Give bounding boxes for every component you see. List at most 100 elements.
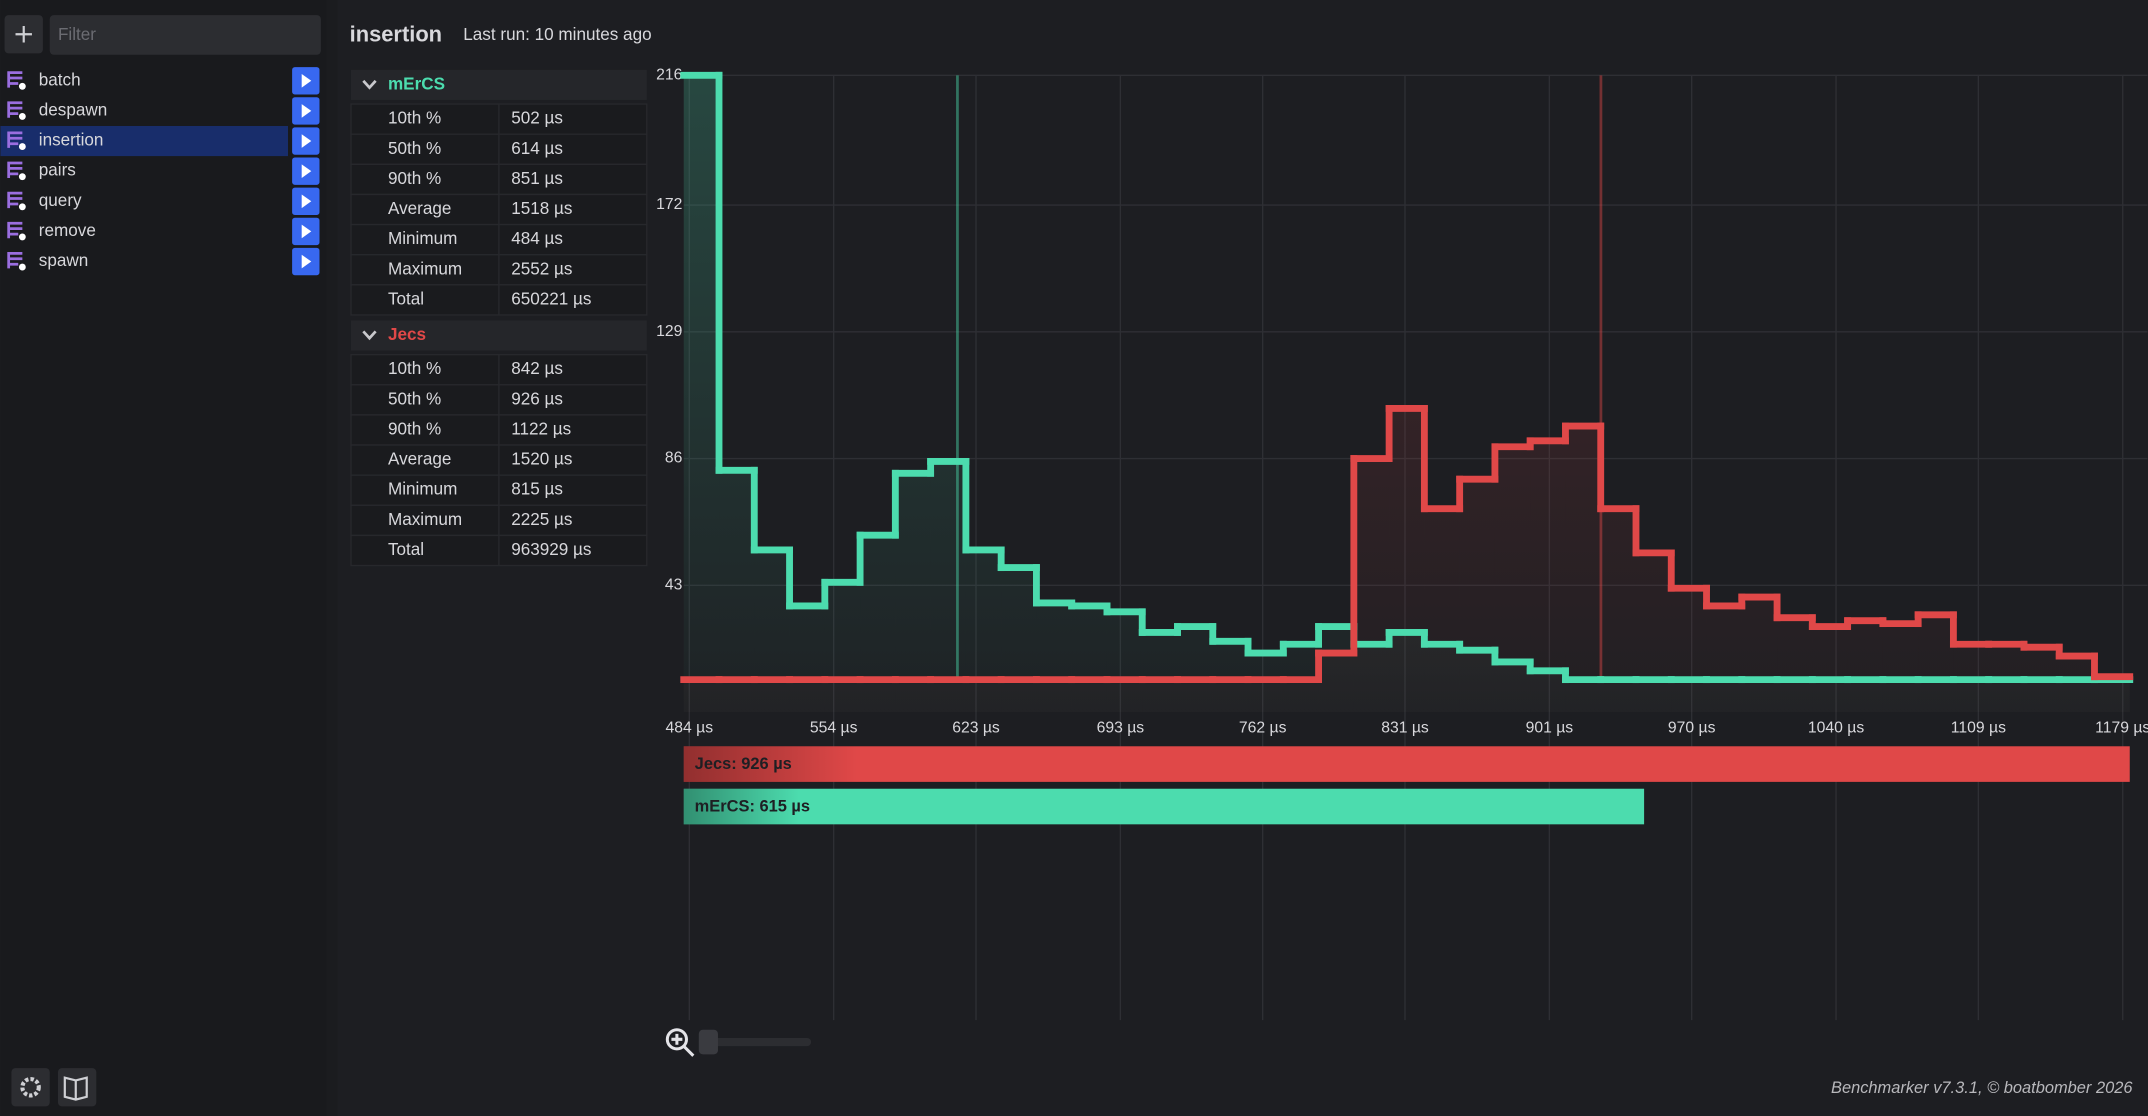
hist-area <box>860 679 896 713</box>
run-icon <box>301 104 312 118</box>
x-tick-label: 554 µs <box>810 720 858 737</box>
stat-label: Maximum <box>388 510 462 529</box>
item-icon-badge <box>18 143 26 150</box>
hist-area <box>1635 552 1672 713</box>
stat-value: 842 µs <box>511 359 563 378</box>
stat-label: 50th % <box>388 139 441 158</box>
hist-area <box>1212 679 1249 713</box>
hist-area <box>683 75 720 713</box>
hist-area <box>930 461 966 713</box>
comparison-bar-shade <box>683 788 1645 825</box>
footer: Benchmarker v7.3.1, © boatbomber 2026 <box>1831 1079 2133 1097</box>
x-tick-label: 1109 µs <box>1951 720 2006 737</box>
stat-value: 851 µs <box>511 169 563 188</box>
item-icon <box>7 71 23 88</box>
item-icon <box>7 161 23 179</box>
group-name: Jecs <box>388 325 426 344</box>
chevron <box>362 330 377 341</box>
stat-value: 926 µs <box>511 389 563 408</box>
hist-area <box>1847 620 1883 713</box>
chevron <box>362 79 377 90</box>
hist-area <box>1177 679 1213 713</box>
group-header[interactable] <box>350 320 647 351</box>
stat-value: 650221 µs <box>511 289 591 308</box>
x-tick-label: 970 µs <box>1668 720 1716 737</box>
hist-area <box>824 679 861 713</box>
selected-row <box>0 125 289 157</box>
comparison-label: mErCS: 615 µs <box>695 798 810 816</box>
item-icon-badge <box>18 233 26 241</box>
hist-area <box>1106 679 1143 713</box>
stat-label: 50th % <box>388 389 441 408</box>
item-icon-badge <box>18 173 26 181</box>
item-icon-badge <box>18 203 26 211</box>
hist-area <box>2059 656 2095 713</box>
y-tick-label: 172 <box>656 196 682 213</box>
y-tick-label: 216 <box>656 66 683 83</box>
zoom-icon-detail <box>671 1033 695 1057</box>
hist-area <box>1353 458 1390 713</box>
stat-label: Average <box>388 450 451 469</box>
y-tick-label: 129 <box>656 323 682 340</box>
x-tick-label: 623 µs <box>952 720 1000 737</box>
docs-icon <box>63 1076 88 1101</box>
item-label: pairs <box>39 161 76 180</box>
zoom-slider[interactable] <box>698 1037 812 1047</box>
zoom-handle[interactable] <box>698 1029 718 1055</box>
x-tick-label: 762 µs <box>1239 720 1287 737</box>
stat-label: Average <box>388 199 451 218</box>
group-header[interactable] <box>350 69 647 100</box>
run-icon <box>301 164 312 179</box>
x-tick-label: 693 µs <box>1097 720 1145 737</box>
stat-label: 90th % <box>388 419 441 438</box>
stat-value: 1122 µs <box>511 419 571 438</box>
stat-value: 1518 µs <box>511 199 572 218</box>
x-tick-label: 831 µs <box>1381 720 1429 737</box>
item-icon <box>7 101 23 118</box>
run-icon <box>301 194 312 209</box>
item-label: query <box>39 191 82 210</box>
hist-area <box>1036 679 1072 713</box>
y-tick-label: 43 <box>665 576 683 593</box>
hist-area <box>965 679 1002 713</box>
item-icon <box>7 191 23 209</box>
hist-area <box>1530 440 1566 713</box>
hist-area <box>1424 508 1460 713</box>
stat-value: 502 µs <box>511 109 563 128</box>
run-icon <box>301 73 312 88</box>
hist-area <box>789 679 825 713</box>
hist-area <box>1071 679 1107 713</box>
hist-area <box>1741 597 1778 713</box>
hist-area <box>719 470 755 713</box>
run-icon <box>301 224 312 239</box>
zoom-icon <box>665 1028 688 1051</box>
hist-area <box>1777 617 1813 713</box>
hist-area <box>1248 679 1284 713</box>
hist-area <box>1142 679 1178 713</box>
hist-area <box>1389 408 1425 713</box>
filter-input[interactable] <box>49 15 321 55</box>
item-icon <box>7 251 23 269</box>
stat-value: 484 µs <box>511 229 563 248</box>
y-tick-label: 86 <box>665 450 683 467</box>
hist-area <box>683 679 720 713</box>
stat-label: 90th % <box>388 169 441 188</box>
sidebar <box>0 0 327 1116</box>
stat-label: Total <box>388 289 424 308</box>
comparison-bar-shade <box>683 746 2130 782</box>
sidebar-splitter[interactable] <box>326 0 338 1116</box>
item-icon-badge <box>18 263 26 271</box>
hist-area <box>1812 626 1848 713</box>
stat-label: Maximum <box>388 259 462 278</box>
settings-icon <box>20 1076 41 1098</box>
settings-button[interactable] <box>11 1068 50 1107</box>
run-icon <box>301 254 312 269</box>
item-label: batch <box>39 70 81 89</box>
stat-value: 815 µs <box>511 480 563 499</box>
stat-label: Minimum <box>388 229 457 248</box>
hist-area <box>1918 614 1954 713</box>
page-title: insertion <box>350 21 442 46</box>
x-tick-label: 1040 µs <box>1808 720 1864 737</box>
